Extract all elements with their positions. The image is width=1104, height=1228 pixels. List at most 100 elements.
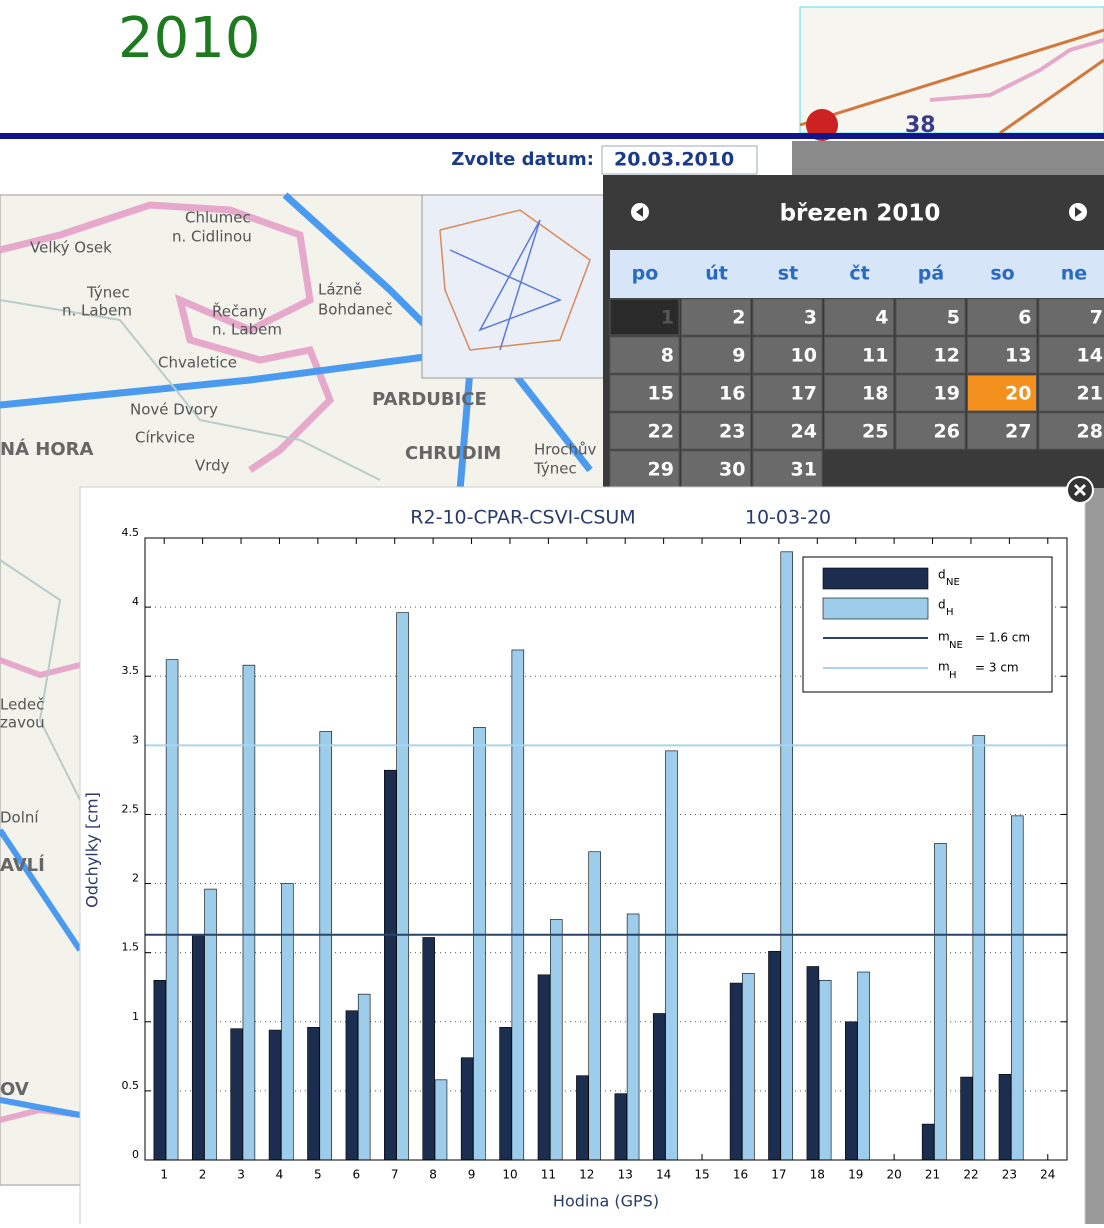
bar (346, 1011, 358, 1160)
y-tick-label: 3 (132, 733, 139, 746)
legend-label: d (938, 568, 946, 582)
bar (922, 1124, 934, 1160)
bar (166, 660, 178, 1160)
bar (845, 1022, 857, 1160)
y-tick-label: 2.5 (122, 802, 140, 815)
day-number: 28 (1077, 421, 1103, 443)
bar (205, 889, 217, 1160)
weekday: út (705, 263, 728, 285)
x-tick-label: 12 (579, 1168, 594, 1182)
x-tick-label: 5 (314, 1168, 322, 1182)
x-tick-label: 17 (771, 1168, 786, 1182)
bar (384, 770, 396, 1160)
x-tick-label: 1 (160, 1168, 168, 1182)
bar (589, 852, 601, 1160)
bar (999, 1074, 1011, 1160)
page-title: 2010 (118, 6, 261, 71)
map-label: Týnec (86, 284, 130, 302)
map-label: Ledeč (0, 696, 44, 714)
bar (500, 1027, 512, 1160)
x-tick-label: 23 (1002, 1168, 1017, 1182)
bar (538, 975, 550, 1160)
x-tick-label: 19 (848, 1168, 863, 1182)
y-tick-label: 0 (132, 1148, 139, 1161)
bar (858, 972, 870, 1160)
bar (653, 1013, 665, 1160)
x-tick-label: 14 (656, 1168, 671, 1182)
map-label: Řečany (212, 302, 267, 321)
x-tick-label: 4 (276, 1168, 284, 1182)
day-number: 16 (719, 383, 745, 405)
map-label: AVLÍ (0, 854, 45, 876)
bar (435, 1080, 447, 1160)
bar (308, 1027, 320, 1160)
map-label: Hrochův (534, 441, 597, 459)
bar (243, 665, 255, 1160)
x-tick-label: 9 (468, 1168, 476, 1182)
y-axis-label: Odchylky [cm] (83, 792, 102, 908)
day-number: 11 (862, 345, 888, 367)
date-label: Zvolte datum: (451, 149, 594, 170)
overlay (1085, 488, 1104, 1224)
bar (281, 884, 293, 1160)
map-label: Chvaletice (158, 354, 237, 372)
calendar: březen 2010 poútstčtpásone12345678910111… (603, 175, 1104, 488)
screen: 2010 38 Zvolte datum: 20.03.2010 Chlumec… (0, 0, 1104, 1224)
day-number: 14 (1077, 345, 1103, 367)
date-value: 20.03.2010 (614, 149, 734, 171)
x-tick-label: 20 (886, 1168, 901, 1182)
day-number: 10 (791, 345, 817, 367)
map-label: n. Cidlinou (172, 228, 252, 246)
legend-label-value: = 3 cm (975, 661, 1019, 675)
x-tick-label: 15 (694, 1168, 709, 1182)
bar (807, 966, 819, 1160)
x-tick-label: 22 (963, 1168, 978, 1182)
map-label: Bohdaneč (318, 301, 393, 319)
legend-label-value: = 1.6 cm (975, 631, 1030, 645)
day-number: 9 (732, 345, 745, 367)
day-number: 6 (1018, 307, 1031, 329)
day-number: 7 (1090, 307, 1103, 329)
chart-subtitle: 10-03-20 (745, 507, 831, 529)
map-label: Vrdy (195, 457, 230, 475)
y-tick-label: 4.5 (122, 526, 140, 539)
bar (973, 736, 985, 1160)
day-number: 18 (862, 383, 888, 405)
map-label: Nové Dvory (130, 401, 218, 419)
map-label: Dolní (0, 809, 39, 827)
page: 2010 38 Zvolte datum: 20.03.2010 Chlumec… (0, 0, 1104, 1224)
y-tick-label: 1.5 (122, 941, 140, 954)
calendar-month: březen 2010 (780, 201, 941, 227)
x-tick-label: 10 (502, 1168, 517, 1182)
day-number: 31 (791, 459, 817, 481)
legend-label-sub: NE (946, 577, 960, 588)
day-number: 2 (732, 307, 745, 329)
legend-label: m (938, 630, 950, 644)
bar (934, 843, 946, 1160)
weekday: pá (918, 263, 944, 285)
bar (550, 919, 562, 1160)
bar (961, 1077, 973, 1160)
day-number: 19 (934, 383, 960, 405)
legend-swatch (823, 598, 928, 619)
y-tick-label: 0.5 (122, 1079, 140, 1092)
day-number: 24 (791, 421, 817, 443)
day-number: 22 (648, 421, 674, 443)
map-label: Lázně (318, 281, 362, 299)
day-number: 21 (1077, 383, 1103, 405)
bar (627, 914, 639, 1160)
map-inset[interactable] (422, 195, 604, 378)
legend-label-sub: NE (949, 640, 963, 651)
x-tick-label: 6 (352, 1168, 360, 1182)
x-axis-label: Hodina (GPS) (553, 1192, 659, 1211)
thumbnail-map[interactable] (800, 7, 1104, 133)
legend-label-sub: H (946, 607, 954, 618)
weekday: ne (1061, 263, 1087, 285)
x-tick-label: 13 (618, 1168, 633, 1182)
map-label: Velký Osek (30, 239, 112, 257)
legend-label: d (938, 598, 946, 612)
bar (615, 1094, 627, 1160)
map-label: Církvice (135, 429, 195, 447)
map-label: NÁ HORA (0, 438, 93, 460)
